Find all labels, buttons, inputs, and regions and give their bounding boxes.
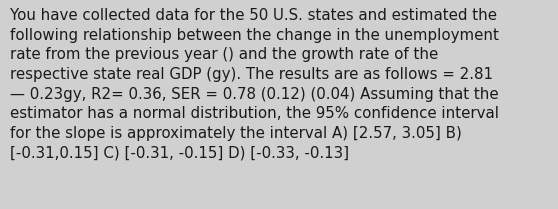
Text: You have collected data for the 50 U.S. states and estimated the
following relat: You have collected data for the 50 U.S. … [10,8,499,160]
